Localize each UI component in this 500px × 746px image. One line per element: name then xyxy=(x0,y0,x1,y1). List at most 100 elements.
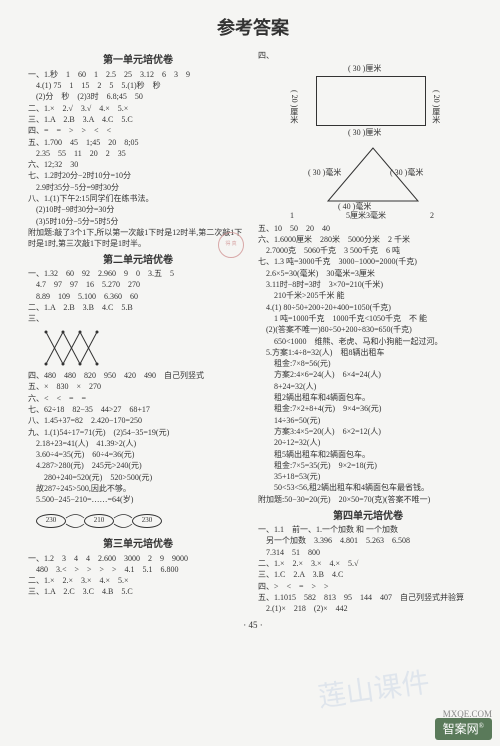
answer-line: 4.(1) 80÷50+200÷20+400=1050(千克) xyxy=(258,303,478,314)
answer-line: 3.60÷4=35(元) 60÷4=36(元) xyxy=(28,450,248,461)
answer-line: 四、= = > > < < xyxy=(28,126,248,137)
answer-line: 二、1.× 2.× 3.× 4.× 5.√ xyxy=(258,559,478,570)
answer-line: 四、 xyxy=(258,51,478,62)
unit3-body: 一、1.2 3 4 4 2.600 3000 2 9 9000 480 3.< … xyxy=(28,554,248,599)
tri-right-label: ( 30 )毫米 xyxy=(390,168,423,179)
tri-num-1: 1 xyxy=(290,211,294,222)
answer-line: 一、1.32 60 92 2.960 9 0 3.五 5 xyxy=(28,269,248,280)
two-columns: 第一单元培优卷 一、1.秒 1 60 1 2.5 25 3.12 6 3 9 4… xyxy=(28,50,478,615)
answer-line: 14÷36=50(元) xyxy=(258,416,478,427)
answer-line: (2)(答案不唯一)80÷50+200÷830=650(千克) xyxy=(258,325,478,336)
answer-line: 三、 xyxy=(28,314,248,325)
answer-line: 租金:7×8=56(元) xyxy=(258,359,478,370)
tri-bottom-label-2: 5厘米3毫米 xyxy=(346,211,386,222)
answer-line: 二、1.A 2.B 3.B 4.C 5.B xyxy=(28,303,248,314)
answer-line: 另一个加数 3.396 4.801 5.263 6.508 xyxy=(258,536,478,547)
answer-line: 4.(1) 75 1 15 2 5 5.(1)秒 秒 xyxy=(28,81,248,92)
triangle-diagram: ( 30 )毫米 ( 30 )毫米 ( 40 )毫米 5厘米3毫米 1 2 xyxy=(288,143,448,218)
answer-line: 四、> < = > > xyxy=(258,582,478,593)
tri-num-2: 2 xyxy=(430,211,434,222)
answer-line: 一、1.1 前一、1.一个加数 和 一个加数 xyxy=(258,525,478,536)
cross-diagram xyxy=(38,327,108,369)
answer-line: 五、1.700 45 1;45 20 8;05 xyxy=(28,138,248,149)
unit4-body: 一、1.1 前一、1.一个加数 和 一个加数 另一个加数 3.396 4.801… xyxy=(258,525,478,615)
answer-line: 八、1.(1)下午2:15同学们在练书法。 xyxy=(28,194,248,205)
page-number: · 45 · xyxy=(28,619,478,631)
answer-line: 210千米>205千米 能 xyxy=(258,291,478,302)
unit2-body-b: 四、480 480 820 950 420 490 自己列竖式 五、× 830 … xyxy=(28,371,248,506)
answer-line: 方案3:4×5=20(人) 6×2=12(人) xyxy=(258,427,478,438)
answer-line: 方案2:4×6=24(人) 6×4=24(人) xyxy=(258,370,478,381)
answer-line: 8.89 109 5.100 6.360 60 xyxy=(28,292,248,303)
answer-line: 2.7000克 5060千克 3 500千克 6 吨 xyxy=(258,246,478,257)
unit2-heading: 第二单元培优卷 xyxy=(28,254,248,268)
answer-line: 七、1.2时20分−2时10分=10分 xyxy=(28,171,248,182)
answer-line: 3.11时−8时=3时 3×70=210(千米) xyxy=(258,280,478,291)
answer-line: 八、1.45+37=82 2.420−170=250 xyxy=(28,416,248,427)
answer-line: 2.18+23=41(人) 41.39>2(人) xyxy=(28,439,248,450)
answer-line: 5.方案1:4÷8=32(人) 租8辆出租车 xyxy=(258,348,478,359)
answer-line: 二、1.× 2.√ 3.√ 4.× 5.× xyxy=(28,104,248,115)
answer-line: 7.314 51 800 xyxy=(258,548,478,559)
answer-line: 五、10 50 20 40 xyxy=(258,224,478,235)
rect-top-label: ( 30 )厘米 xyxy=(348,64,381,75)
rectangle-diagram: ( 30 )厘米 ( 20 )厘米 ( 20 )厘米 ( 30 )厘米 xyxy=(288,64,448,139)
tri-left-label: ( 30 )毫米 xyxy=(308,168,341,179)
answer-line: 四、480 480 820 950 420 490 自己列竖式 xyxy=(28,371,248,382)
answer-line: 租金:7×5=35(元) 9×2=18(元) xyxy=(258,461,478,472)
answer-line: (2)10时−9时30分=30分 xyxy=(28,205,248,216)
answer-line: 35+18=53(元) xyxy=(258,472,478,483)
answer-line: 租2辆出租车和4辆面包车。 xyxy=(258,393,478,404)
answer-line: 50<53<56,租2辆出租车和4辆面包车最省钱。 xyxy=(258,483,478,494)
answer-line: (3)5时10分−5分=5时5分 xyxy=(28,217,248,228)
ellipse-diagram: 230 210 230 xyxy=(36,508,196,534)
answer-line: 租5辆出租车和2辆面包车。 xyxy=(258,450,478,461)
left-column: 第一单元培优卷 一、1.秒 1 60 1 2.5 25 3.12 6 3 9 4… xyxy=(28,50,248,615)
answer-line: (2)分 秒 (2)3时 6.8;45 50 xyxy=(28,92,248,103)
answer-line: 280+240=520(元) 520>500(元) xyxy=(28,473,248,484)
answer-line: 五、1.1015 582 813 95 144 407 自己列竖式并验算 xyxy=(258,593,478,604)
rect-bottom-label: ( 30 )厘米 xyxy=(348,128,381,139)
answer-line: 三、1.C 2.A 3.B 4.C xyxy=(258,570,478,581)
answer-line: 租金:7×2+8+4(元) 9×4=36(元) xyxy=(258,404,478,415)
answer-line: 三、1.A 2.B 3.A 4.C 5.C xyxy=(28,115,248,126)
unit2-body-a: 一、1.32 60 92 2.960 9 0 3.五 5 4.7 97 97 1… xyxy=(28,269,248,325)
answer-line: 二、1.× 2.× 3.× 4.× 5.× xyxy=(28,576,248,587)
answer-line: 480 3.< > > > > 4.1 5.1 6.800 xyxy=(28,565,248,576)
answer-line: 九、1.(1)54÷17=71(元) (2)54−35=19(元) xyxy=(28,428,248,439)
answer-line: 1 吨=1000千克 1000千克<1050千克 不 能 xyxy=(258,314,478,325)
answer-line: 附加题:敲了3个1下,所以第一次敲1下时是12时半,第二次敲1下时是1时,第三次… xyxy=(28,228,248,250)
unit1-body: 一、1.秒 1 60 1 2.5 25 3.12 6 3 9 4.(1) 75 … xyxy=(28,70,248,250)
unit1-heading: 第一单元培优卷 xyxy=(28,54,248,68)
right-column: 四、 ( 30 )厘米 ( 20 )厘米 ( 20 )厘米 ( 30 )厘米 (… xyxy=(258,50,478,615)
answer-line: 故287÷245>500,因此不够。 xyxy=(28,484,248,495)
answer-line: 五、× 830 × 270 xyxy=(28,382,248,393)
answer-line: 2.9时35分−5分=9时30分 xyxy=(28,183,248,194)
seal-stamp: 得 真 xyxy=(218,232,244,258)
unit4-heading: 第四单元培优卷 xyxy=(258,510,478,524)
answer-line: 六、1.6000厘米 280米 5000分米 2 千米 xyxy=(258,235,478,246)
answer-line: 5.500−245−210=……=64(岁) xyxy=(28,495,248,506)
answer-line: 20÷12=32(人) xyxy=(258,438,478,449)
answer-line: 8+24=32(人) xyxy=(258,382,478,393)
answer-line: 2.(1)× 218 (2)× 442 xyxy=(258,604,478,615)
unit3-heading: 第三单元培优卷 xyxy=(28,538,248,552)
answer-line: 2.6×5=30(毫米) 30毫米=3厘米 xyxy=(258,269,478,280)
answer-line: 六、< < = = xyxy=(28,394,248,405)
answer-line: 650<1000 维熊、老虎、马和小狗能一起过河。 xyxy=(258,337,478,348)
answer-line: 附加题:50−30=20(元) 20×50=70(克)(答案不唯一) xyxy=(258,495,478,506)
watermark: 莲山课件 xyxy=(316,665,432,718)
rect-left-label: ( 20 )厘米 xyxy=(288,90,299,123)
answer-line: 一、1.秒 1 60 1 2.5 25 3.12 6 3 9 xyxy=(28,70,248,81)
answer-line: 六、12;32 30 xyxy=(28,160,248,171)
answer-line: 三、1.A 2.C 3.C 4.B 5.C xyxy=(28,587,248,598)
answer-line: 一、1.2 3 4 4 2.600 3000 2 9 9000 xyxy=(28,554,248,565)
answer-line: 4.287>280(元) 245元>240(元) xyxy=(28,461,248,472)
answer-line: 七、62÷18 82−35 44>27 68+17 xyxy=(28,405,248,416)
brand-badge: 智案网® xyxy=(435,718,492,740)
answer-line: 七、1.3 吨=3000千克 3000−1000=2000(千克) xyxy=(258,257,478,268)
answer-line: 2.35 55 11 20 2 35 xyxy=(28,149,248,160)
answer-line: 4.7 97 97 16 5.270 270 xyxy=(28,280,248,291)
page-title: 参考答案 xyxy=(28,16,478,40)
col2-body: 五、10 50 20 40 六、1.6000厘米 280米 5000分米 2 千… xyxy=(258,224,478,506)
